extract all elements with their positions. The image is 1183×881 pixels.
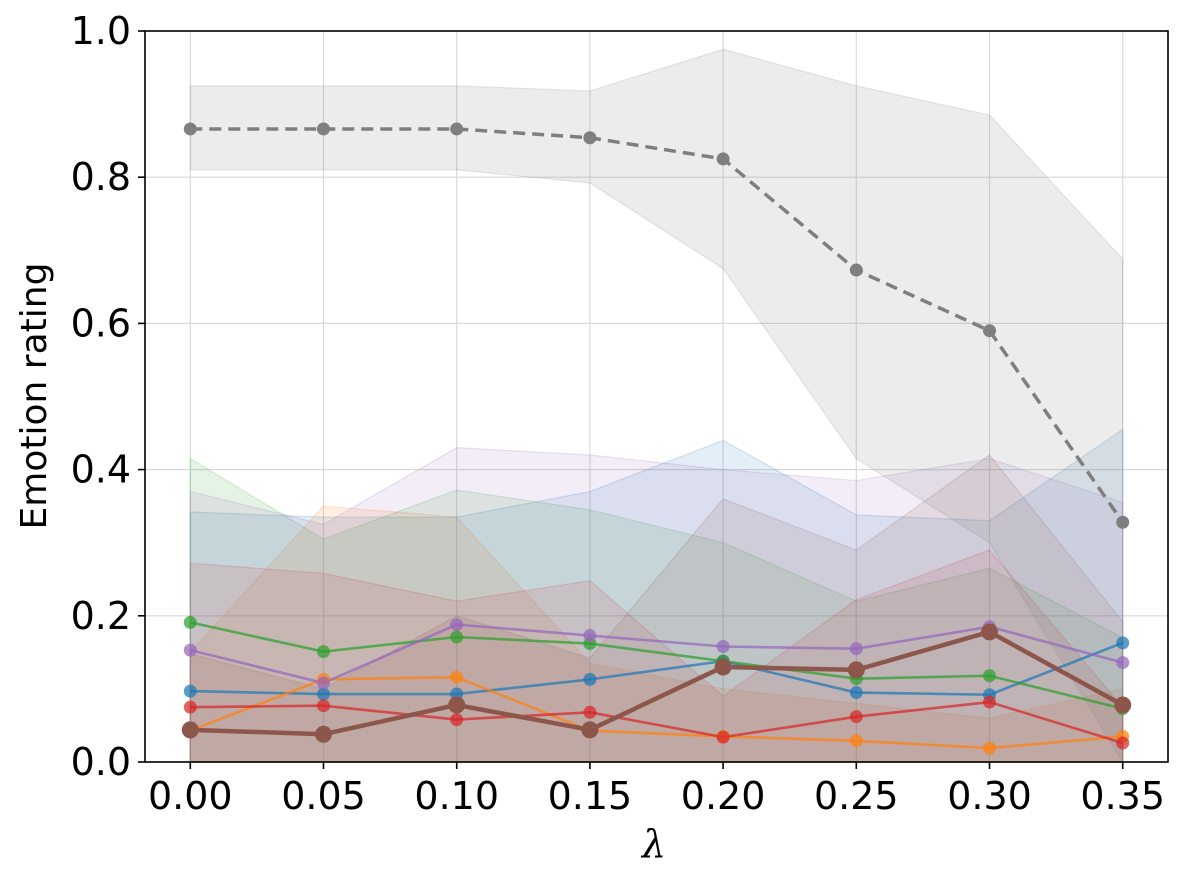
point-brown	[1114, 696, 1132, 714]
x-tick-label: 0.30	[947, 774, 1032, 818]
y-tick-label: 0.0	[71, 740, 131, 784]
x-tick-label: 0.35	[1080, 774, 1165, 818]
y-axis-label: Emotion rating	[14, 263, 55, 530]
plot-frame	[144, 30, 1169, 763]
point-brown	[181, 721, 199, 739]
point-purple	[583, 629, 597, 643]
point-gray	[849, 263, 863, 277]
point-brown	[847, 661, 865, 679]
point-gray	[983, 324, 997, 338]
point-purple	[849, 642, 863, 656]
line-orange	[189, 675, 1123, 750]
point-gray	[183, 122, 197, 136]
point-purple	[1116, 656, 1130, 670]
point-red	[316, 699, 330, 713]
point-brown	[448, 696, 466, 714]
point-gray	[716, 152, 730, 166]
point-green	[183, 615, 197, 629]
point-blue	[316, 687, 330, 701]
x-tick-label: 0.15	[548, 774, 633, 818]
point-red	[983, 695, 997, 709]
point-orange	[450, 670, 464, 684]
point-red	[450, 713, 464, 727]
x-tick-label: 0.20	[681, 774, 766, 818]
y-tick-label: 0.2	[71, 594, 131, 638]
point-gray	[583, 131, 597, 145]
confidence-bands	[189, 48, 1124, 765]
series-points	[181, 122, 1132, 755]
point-green	[316, 645, 330, 659]
point-brown	[314, 725, 332, 743]
y-tick-label: 0.4	[71, 448, 131, 492]
x-tick-label: 0.00	[148, 774, 233, 818]
point-purple	[716, 640, 730, 654]
point-purple	[183, 643, 197, 657]
point-blue	[183, 684, 197, 698]
point-orange	[849, 734, 863, 748]
point-green	[450, 630, 464, 644]
point-green	[983, 669, 997, 683]
point-red	[849, 710, 863, 724]
point-gray	[316, 122, 330, 136]
line-purple	[189, 623, 1124, 685]
point-purple	[450, 618, 464, 632]
point-blue	[849, 686, 863, 700]
x-tick-label: 0.05	[281, 774, 366, 818]
point-purple	[316, 676, 330, 690]
point-gray	[1116, 515, 1130, 529]
point-brown	[981, 623, 999, 641]
y-tick-label: 0.8	[71, 155, 131, 199]
line-blue	[190, 641, 1124, 697]
line-brown	[190, 629, 1124, 737]
x-tick-label: 0.25	[814, 774, 899, 818]
point-red	[183, 700, 197, 714]
line-red	[190, 700, 1124, 745]
point-brown	[714, 658, 732, 676]
axis-ticks: 0.00 0.05 0.10 0.15 0.20 0.25 0.30 0.35 0.0 0.2 0.…	[71, 9, 1165, 818]
point-brown	[581, 721, 599, 739]
y-tick-label: 1.0	[71, 9, 131, 53]
series-lines	[189, 127, 1125, 750]
point-red	[716, 730, 730, 744]
line-gray	[190, 127, 1125, 524]
line-green	[190, 621, 1124, 710]
point-blue	[1116, 636, 1130, 650]
point-red	[583, 705, 597, 719]
y-tick-label: 0.6	[71, 301, 131, 345]
x-axis-label: λ	[640, 822, 666, 866]
point-orange	[983, 741, 997, 755]
point-gray	[450, 122, 464, 136]
point-red	[1116, 736, 1130, 750]
x-tick-label: 0.10	[414, 774, 499, 818]
point-blue	[583, 672, 597, 686]
